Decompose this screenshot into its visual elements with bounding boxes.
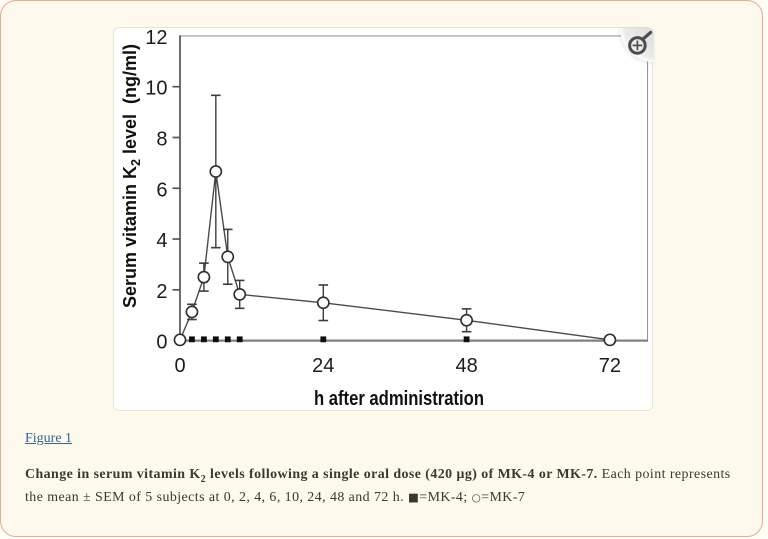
svg-text:4: 4 [156, 230, 167, 252]
svg-text:48: 48 [455, 355, 477, 377]
svg-text:8: 8 [156, 128, 167, 150]
svg-text:6: 6 [156, 179, 167, 201]
svg-text:10: 10 [145, 78, 167, 100]
square-marker-symbol: ■ [407, 490, 420, 504]
svg-text:Serum vitamin K2 level (ng/ml: Serum vitamin K2 level (ng/ml) [119, 44, 143, 308]
svg-text:2: 2 [156, 281, 167, 303]
caption-subscript: 2 [200, 473, 207, 485]
figure-caption: Change in serum vitamin K2 levels follow… [25, 467, 731, 505]
svg-text:72: 72 [599, 355, 621, 377]
figure-image[interactable]: 0 2 4 6 8 10 12 0 24 48 72 h after administration Se… [113, 27, 654, 411]
svg-text:0: 0 [156, 332, 167, 354]
svg-text:h after administration: h after administration [314, 388, 484, 410]
zoom-in-icon [628, 30, 653, 55]
svg-text:0: 0 [174, 355, 185, 377]
zoom-button[interactable] [620, 28, 654, 62]
svg-text:12: 12 [145, 28, 167, 49]
caption-bold: Change in serum vitamin K2 levels follow… [25, 467, 598, 485]
figure-link[interactable]: Figure 1 [25, 431, 73, 446]
svg-text:24: 24 [312, 355, 334, 377]
circle-marker-symbol: ○ [471, 492, 482, 504]
caption-regular: Each point represents the mean ± SEM of … [25, 467, 731, 505]
